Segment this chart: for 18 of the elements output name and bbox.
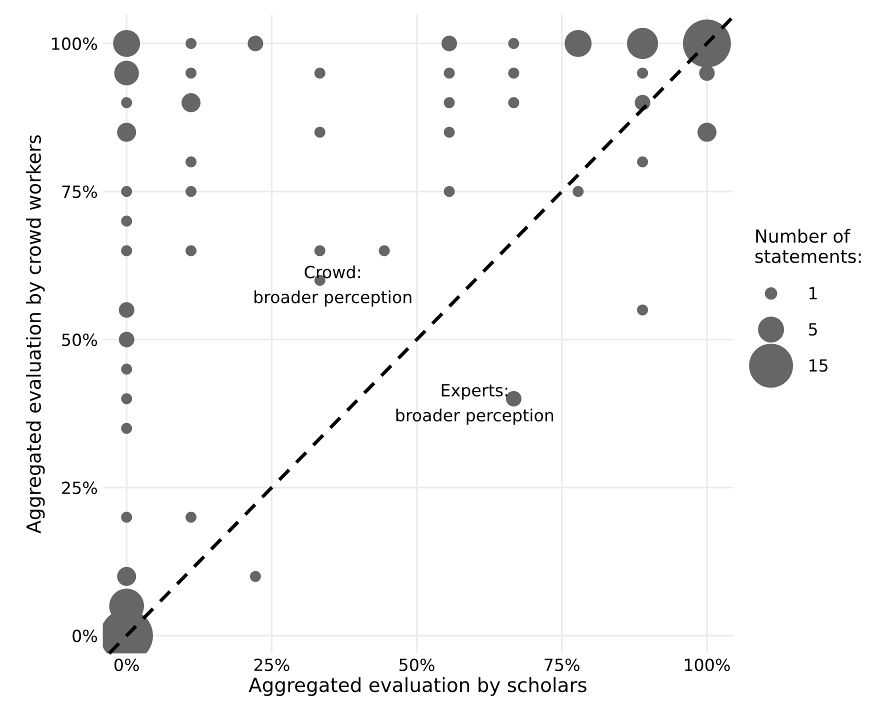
legend-title: Number of statements: [755,228,861,264]
legend-label: 15 [810,359,828,372]
x-axis-title: Aggregated evaluation by scholars [248,677,586,696]
x-tick-label: 75% [544,658,580,672]
x-tick-label: 25% [254,658,290,672]
y-tick-label: 75% [62,185,98,198]
y-tick-label: 100% [52,37,98,50]
x-tick-label: 50% [400,658,434,672]
y-axis-title: Aggregated evaluation by crowd workers [26,135,45,534]
x-tick-label: 100% [684,658,730,672]
y-tick-label: 0% [72,630,98,642]
annotation: Crowd: broader perception [254,265,412,307]
y-tick-label: 25% [62,482,98,494]
legend-label: 5 [809,323,817,336]
annotation: Experts: broader perception [396,384,554,425]
x-tick-label: 0% [114,658,139,672]
y-tick-label: 50% [62,334,98,346]
legend-label: 1 [810,287,817,300]
